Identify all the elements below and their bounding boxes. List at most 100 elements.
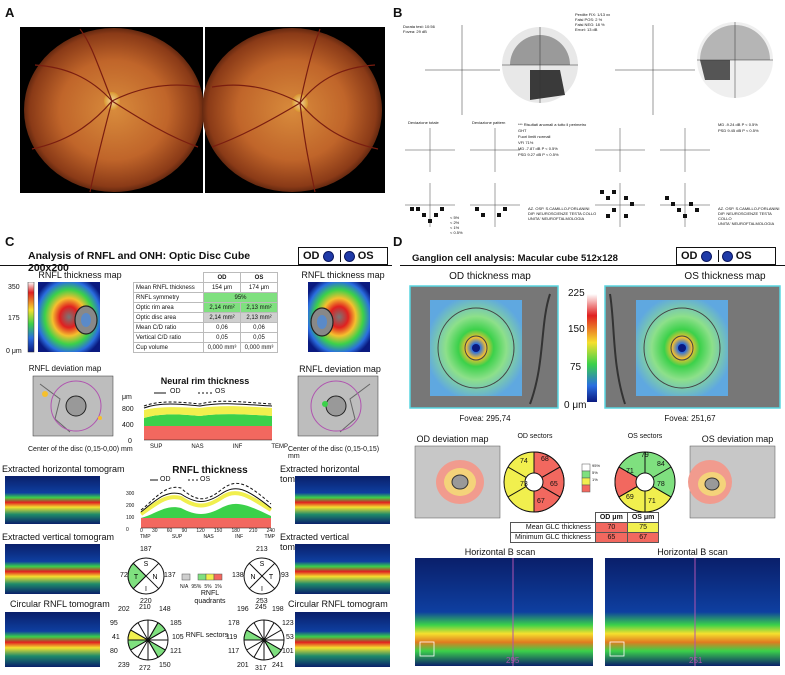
gcl-eye-selector: OD OS (676, 247, 776, 265)
os-sector-val: 84 (657, 461, 665, 468)
neural-rim-ytick: 800 (122, 406, 134, 413)
vf-legend: < 5% < 2% < 1% < 0.5% (450, 215, 463, 235)
vf-os-notes: MD -9.24 dB P < 0.5% PSD 9.45 dB P < 0.5% (718, 122, 759, 133)
horiz-tomo-title-od: Extracted horizontal tomogram (2, 464, 125, 474)
gcl-deviation-area (414, 445, 776, 519)
bscan-od (415, 558, 593, 666)
horiz-tomo-od (5, 476, 100, 524)
os-thickness-map-title: OS thickness map (684, 271, 766, 282)
scale-min: 0 μm (6, 348, 22, 355)
svg-text:N: N (152, 574, 157, 581)
os-sectors-title: OS sectors (627, 433, 663, 440)
eye-od-label: OD (303, 250, 320, 262)
gcl-legend-labels: 95% 5% 1% (592, 463, 601, 482)
horiz-tomo-os (295, 476, 390, 524)
legend-os: OS (215, 388, 226, 395)
rnfl-legend-od: OD (160, 476, 171, 483)
vert-tomo-os (295, 544, 390, 594)
od-sector-val: 65 (550, 481, 558, 488)
panel-label-b: B (393, 5, 403, 20)
circ-tomo-title-os: Circular RNFL tomogram (288, 599, 388, 609)
neural-rim-chart (143, 392, 273, 441)
os-dot-icon (343, 250, 355, 262)
gcl-od-dot-icon (700, 250, 712, 262)
quad-od-i: 220 (140, 598, 152, 605)
neural-rim-ytick: 400 (122, 422, 134, 429)
rnfl-xaxis: TMP SUP NAS INF TMP (140, 534, 275, 540)
od-deviation-title: OD deviation map (416, 434, 489, 444)
scale-mid: 175 (8, 315, 20, 322)
quad-os-n: 138 (232, 572, 244, 579)
col-od-header: OD (203, 272, 241, 283)
os-sector-val: 69 (626, 494, 634, 501)
deviation-map-os (297, 375, 379, 437)
od-sector-val: 74 (520, 458, 528, 465)
od-sector-val: 67 (537, 498, 545, 505)
neural-rim-unit: μm (122, 394, 132, 401)
panel-label-c: C (5, 234, 15, 249)
neural-rim-xaxis: SUP NAS INF TEMP (150, 444, 288, 450)
fundus-os (202, 28, 382, 193)
rnfl-map-os (308, 282, 370, 352)
od-deviation-map (414, 445, 501, 519)
bscan-title-os: Horizontal B scan (657, 547, 728, 557)
gcl-eye-os-label: OS (735, 250, 752, 262)
os-sector-val: 79 (641, 452, 649, 459)
quad-od-t: 72 (120, 572, 128, 579)
rnfl-deviation-maps (32, 375, 379, 437)
od-sector-val: 68 (541, 456, 549, 463)
fovea-os: Fovea: 251,67 (664, 414, 716, 423)
gcl-scale-0: 0 μm (564, 400, 587, 411)
svg-text:T: T (134, 574, 139, 581)
bscan-od-index: 295 (506, 656, 520, 665)
table-row: RNFL symmetry 95% (132, 292, 278, 303)
table-row: Mean RNFL thickness 154 μm 174 μm (132, 282, 278, 293)
rnfl-panel: Analysis of RNFL and ONH: Optic Disc Cub… (0, 247, 392, 675)
circ-tomo-os (295, 612, 390, 667)
rnfl-thickness-maps (27, 282, 370, 353)
rnfl-clock-sectors (127, 619, 285, 661)
quad-os-s: 213 (256, 546, 268, 553)
vf-pattern-dev-title: Deviazione pattern (472, 120, 506, 125)
eye-os-label: OS (357, 250, 374, 262)
os-sector-val: 78 (657, 481, 665, 488)
gcl-bscans (415, 558, 780, 666)
bscan-os-index: 251 (689, 656, 703, 665)
gcl-scale-150: 150 (568, 324, 585, 335)
quadrants-label: RNFL quadrants (194, 590, 226, 605)
quad-od-s: 187 (140, 546, 152, 553)
bscan-title-od: Horizontal B scan (464, 547, 536, 557)
oct-tomograms (5, 476, 390, 667)
circ-tomo-od (5, 612, 100, 667)
gcl-col-os: OS μm (626, 512, 660, 523)
svg-text:T: T (269, 574, 274, 581)
quad-os-t: 93 (281, 572, 289, 579)
od-dot-icon (322, 250, 334, 262)
eye-selector: OD OS (298, 247, 388, 265)
vf-footer-os: AZ. OSP. S.CAMILLO-FORLANINI DIP. NEUROSC… (718, 206, 780, 226)
deviation-title-os: RNFL deviation map (299, 364, 381, 374)
vf-total-dev-title: Deviazione totale (408, 120, 439, 125)
vf-right-header: Perdite FIX: 1/13 xx Falsi POS: 2 % Falsi … (575, 12, 611, 32)
fundus-od (24, 28, 204, 193)
vf-left-header: Durata test: 10:56 Fovea: 29 dB (403, 24, 435, 34)
vert-tomo-od (5, 544, 100, 594)
gcl-map-od (409, 285, 559, 409)
scale-max: 350 (8, 284, 20, 291)
table-row: Mean C/D ratio 0,06 0,06 (132, 322, 278, 333)
table-row: Optic disc area 2,14 mm² 2,13 mm² (132, 312, 278, 323)
gcl-panel: Ganglion cell analysis: Macular cube 512… (400, 247, 785, 675)
gcl-colorbar (587, 294, 597, 402)
table-row: Cup volume 0,000 mm³ 0,000 mm³ (132, 342, 278, 353)
vf-od-notes: *** Risultati anomali a tutto il perimet… (518, 122, 587, 157)
os-sector-val: 71 (648, 498, 656, 505)
quad-od-n: 137 (164, 572, 176, 579)
legend-od: OD (170, 388, 181, 395)
rnfl-thickness-map-title-od: RNFL thickness map (38, 270, 122, 280)
gcl-thickness-table: OD μm OS μm Mean GLC thickness 70 75 Minimu… (510, 512, 660, 543)
neural-rim-ytick: 0 (128, 438, 132, 445)
gcl-scale-225: 225 (568, 288, 585, 299)
os-sector-val: 71 (626, 468, 634, 475)
